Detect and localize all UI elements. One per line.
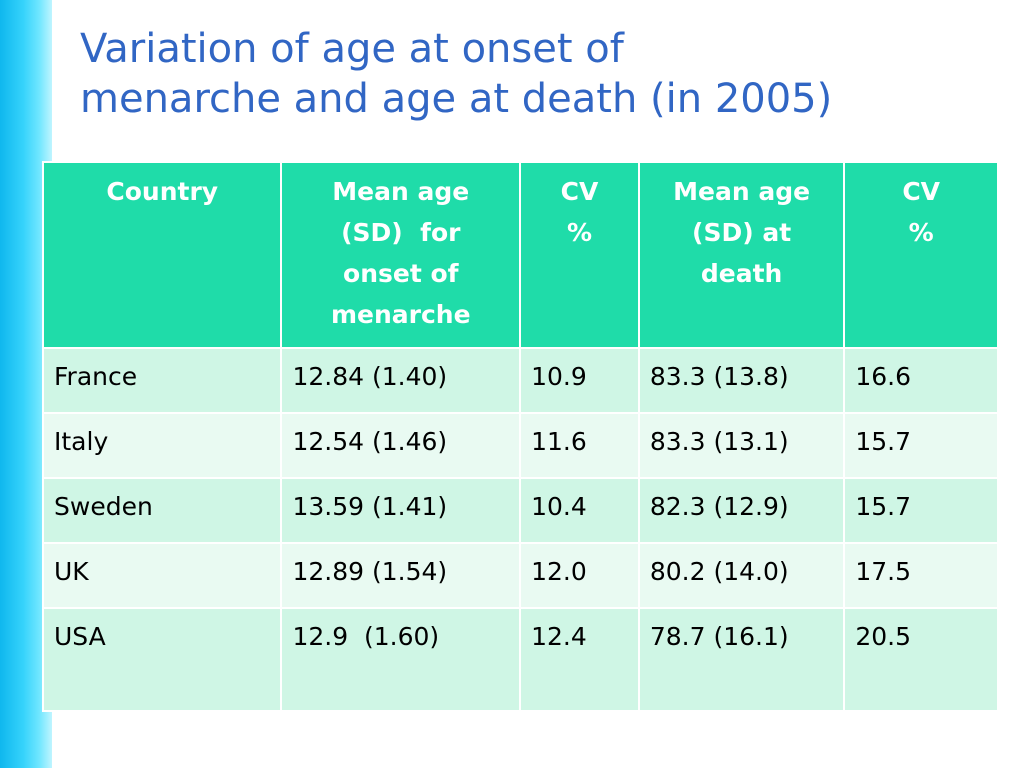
cell-menarche-mean: 12.89 (1.54) <box>280 542 522 609</box>
cell-country: USA <box>41 607 283 712</box>
title-line-2: menarche and age at death (in 2005) <box>80 76 833 122</box>
header-row: Country Mean age (SD) for onset of menar… <box>41 161 999 349</box>
cell-death-cv: 20.5 <box>843 607 999 712</box>
header-cv-death: CV % <box>843 161 999 349</box>
data-table: Country Mean age (SD) for onset of menar… <box>41 161 999 712</box>
title-line-1: Variation of age at onset of <box>80 26 624 72</box>
cell-country: UK <box>41 542 283 609</box>
table-row: Italy 12.54 (1.46) 11.6 83.3 (13.1) 15.7 <box>41 412 999 479</box>
cell-menarche-cv: 12.4 <box>519 607 640 712</box>
cell-death-mean: 78.7 (16.1) <box>637 607 846 712</box>
table-row: France 12.84 (1.40) 10.9 83.3 (13.8) 16.… <box>41 347 999 414</box>
cell-death-mean: 83.3 (13.8) <box>637 347 846 414</box>
header-mean-age-menarche: Mean age (SD) for onset of menarche <box>280 161 522 349</box>
cell-country: Italy <box>41 412 283 479</box>
cell-death-cv: 15.7 <box>843 412 999 479</box>
cell-death-cv: 15.7 <box>843 477 999 544</box>
cell-death-mean: 80.2 (14.0) <box>637 542 846 609</box>
cell-menarche-mean: 12.84 (1.40) <box>280 347 522 414</box>
slide-title: Variation of age at onset of menarche an… <box>80 24 980 124</box>
cell-country: Sweden <box>41 477 283 544</box>
header-country: Country <box>41 161 283 349</box>
table-row: Sweden 13.59 (1.41) 10.4 82.3 (12.9) 15.… <box>41 477 999 544</box>
header-cv-menarche: CV % <box>519 161 640 349</box>
cell-country: France <box>41 347 283 414</box>
header-mean-age-death: Mean age (SD) at death <box>637 161 846 349</box>
cell-menarche-mean: 13.59 (1.41) <box>280 477 522 544</box>
table-row: UK 12.89 (1.54) 12.0 80.2 (14.0) 17.5 <box>41 542 999 609</box>
cell-menarche-cv: 10.4 <box>519 477 640 544</box>
cell-death-mean: 83.3 (13.1) <box>637 412 846 479</box>
cell-menarche-cv: 11.6 <box>519 412 640 479</box>
cell-menarche-mean: 12.9 (1.60) <box>280 607 522 712</box>
cell-death-cv: 17.5 <box>843 542 999 609</box>
cell-menarche-cv: 12.0 <box>519 542 640 609</box>
cell-death-cv: 16.6 <box>843 347 999 414</box>
cell-death-mean: 82.3 (12.9) <box>637 477 846 544</box>
cell-menarche-mean: 12.54 (1.46) <box>280 412 522 479</box>
table-row: USA 12.9 (1.60) 12.4 78.7 (16.1) 20.5 <box>41 607 999 712</box>
cell-menarche-cv: 10.9 <box>519 347 640 414</box>
